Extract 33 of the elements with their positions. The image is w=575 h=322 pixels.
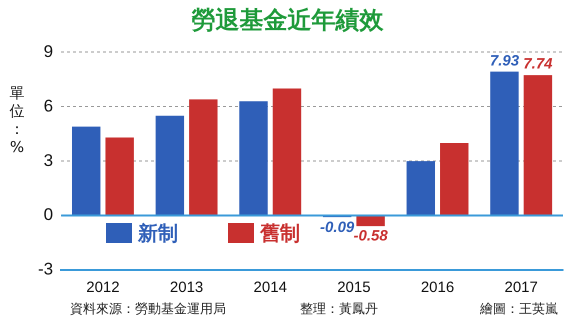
bar (189, 99, 218, 216)
bar (72, 126, 100, 216)
bar (156, 116, 184, 216)
bar (406, 161, 436, 216)
y-axis-title: 單位：% (8, 84, 26, 156)
x-tick-label: 2015 (337, 279, 371, 296)
text: 整理：黃鳳丹 (300, 301, 378, 318)
y-tick-label: 9 (44, 42, 54, 61)
data-label: -0.09 (320, 218, 355, 236)
x-tick-label: 2013 (170, 279, 204, 296)
text: 繪圖：王英嵐 (480, 301, 558, 318)
x-tick-label: 2012 (86, 279, 120, 296)
bar (105, 138, 134, 216)
bar (440, 142, 468, 216)
x-tick-label: 2017 (504, 279, 538, 296)
x-tick-label: 2014 (254, 279, 287, 296)
data-label: -0.58 (354, 228, 388, 245)
data-label: 7.93 (490, 52, 520, 70)
chart-title: 勞退基金近年績效 (190, 5, 384, 36)
legend-label: 新制 (136, 220, 178, 247)
y-tick-label: 3 (44, 150, 54, 170)
data-label: 7.74 (523, 56, 554, 73)
bar (356, 216, 385, 226)
bar (272, 88, 302, 216)
y-tick-label: -3 (38, 260, 54, 279)
bar (239, 101, 268, 216)
y-tick-label: 0 (44, 205, 54, 224)
bar (490, 72, 519, 216)
bar (524, 75, 552, 216)
x-tick-label: 2016 (420, 279, 454, 296)
y-tick-label: 6 (44, 96, 54, 116)
source-note: 資料來源：勞動基金運用局 (70, 301, 226, 318)
legend-label: 舊制 (258, 220, 300, 247)
